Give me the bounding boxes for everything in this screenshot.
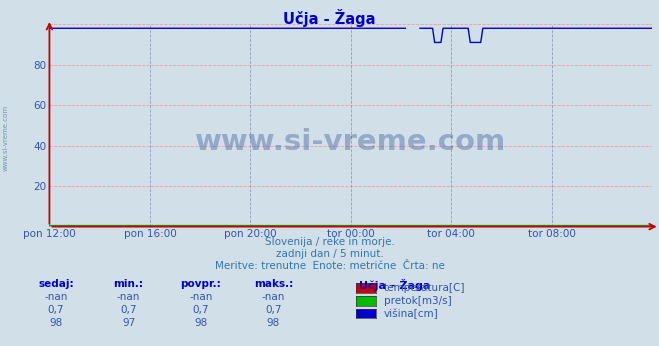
Text: www.si-vreme.com: www.si-vreme.com	[2, 105, 9, 172]
Text: -nan: -nan	[44, 292, 68, 302]
Text: 0,7: 0,7	[47, 305, 65, 315]
Text: temperatura[C]: temperatura[C]	[384, 283, 465, 293]
Text: 0,7: 0,7	[265, 305, 282, 315]
Text: -nan: -nan	[117, 292, 140, 302]
Text: 98: 98	[194, 318, 208, 328]
Text: www.si-vreme.com: www.si-vreme.com	[195, 128, 507, 156]
Text: -nan: -nan	[189, 292, 213, 302]
Text: Učja – Žaga: Učja – Žaga	[359, 279, 430, 291]
Text: povpr.:: povpr.:	[181, 279, 221, 289]
Text: sedaj:: sedaj:	[38, 279, 74, 289]
Text: 0,7: 0,7	[120, 305, 137, 315]
Text: višina[cm]: višina[cm]	[384, 308, 438, 319]
Text: 98: 98	[49, 318, 63, 328]
Text: Slovenija / reke in morje.: Slovenija / reke in morje.	[264, 237, 395, 247]
Text: Meritve: trenutne  Enote: metrične  Črta: ne: Meritve: trenutne Enote: metrične Črta: …	[215, 261, 444, 271]
Text: maks.:: maks.:	[254, 279, 293, 289]
Text: 97: 97	[122, 318, 135, 328]
Text: 98: 98	[267, 318, 280, 328]
Text: 0,7: 0,7	[192, 305, 210, 315]
Text: -nan: -nan	[262, 292, 285, 302]
Text: pretok[m3/s]: pretok[m3/s]	[384, 296, 451, 306]
Text: Učja - Žaga: Učja - Žaga	[283, 9, 376, 27]
Text: zadnji dan / 5 minut.: zadnji dan / 5 minut.	[275, 249, 384, 259]
Text: min.:: min.:	[113, 279, 144, 289]
